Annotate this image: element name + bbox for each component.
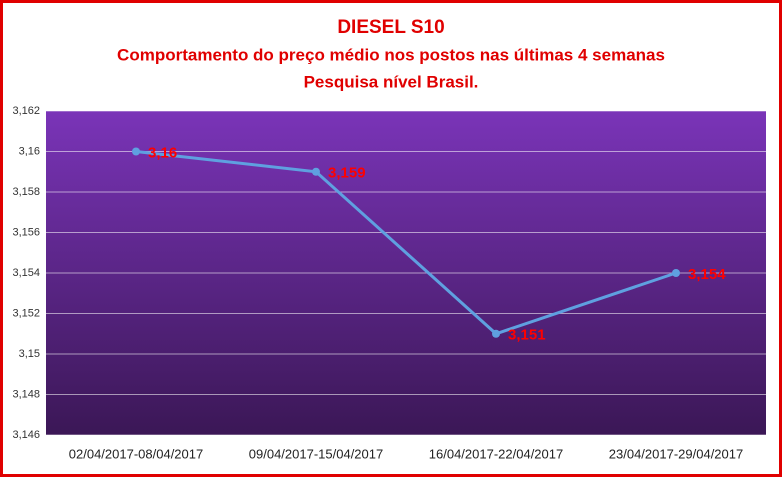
point: [672, 269, 680, 277]
y-tick-label: 3,156: [12, 226, 40, 238]
y-tick-label: 3,16: [19, 145, 40, 157]
y-tick-label: 3,152: [12, 307, 40, 319]
y-tick-label: 3,154: [12, 267, 40, 279]
x-tick-label: 02/04/2017-08/04/2017: [69, 446, 203, 461]
y-tick-label: 3,162: [12, 105, 40, 117]
x-tick-label: 23/04/2017-29/04/2017: [609, 446, 743, 461]
data-label: 3,16: [148, 144, 177, 161]
x-tick-label: 16/04/2017-22/04/2017: [429, 446, 563, 461]
chart-subtitle: Comportamento do preço médio nos postos …: [117, 45, 665, 64]
point: [132, 147, 140, 156]
y-tick-label: 3,146: [12, 429, 40, 441]
data-label: 3,151: [508, 327, 546, 344]
point: [312, 167, 320, 176]
y-tick-label: 3,158: [12, 186, 40, 198]
data-label: 3,154: [688, 266, 726, 283]
line: [135, 150, 677, 336]
point: [492, 329, 500, 338]
chart-title: DIESEL S10: [337, 17, 444, 38]
data-label: 3,159: [328, 165, 366, 182]
y-tick-label: 3,15: [19, 348, 40, 360]
x-tick-label: 09/04/2017-15/04/2017: [249, 446, 383, 461]
y-tick-label: 3,148: [12, 388, 40, 400]
chart-subtitle: Pesquisa nível Brasil.: [304, 72, 479, 91]
